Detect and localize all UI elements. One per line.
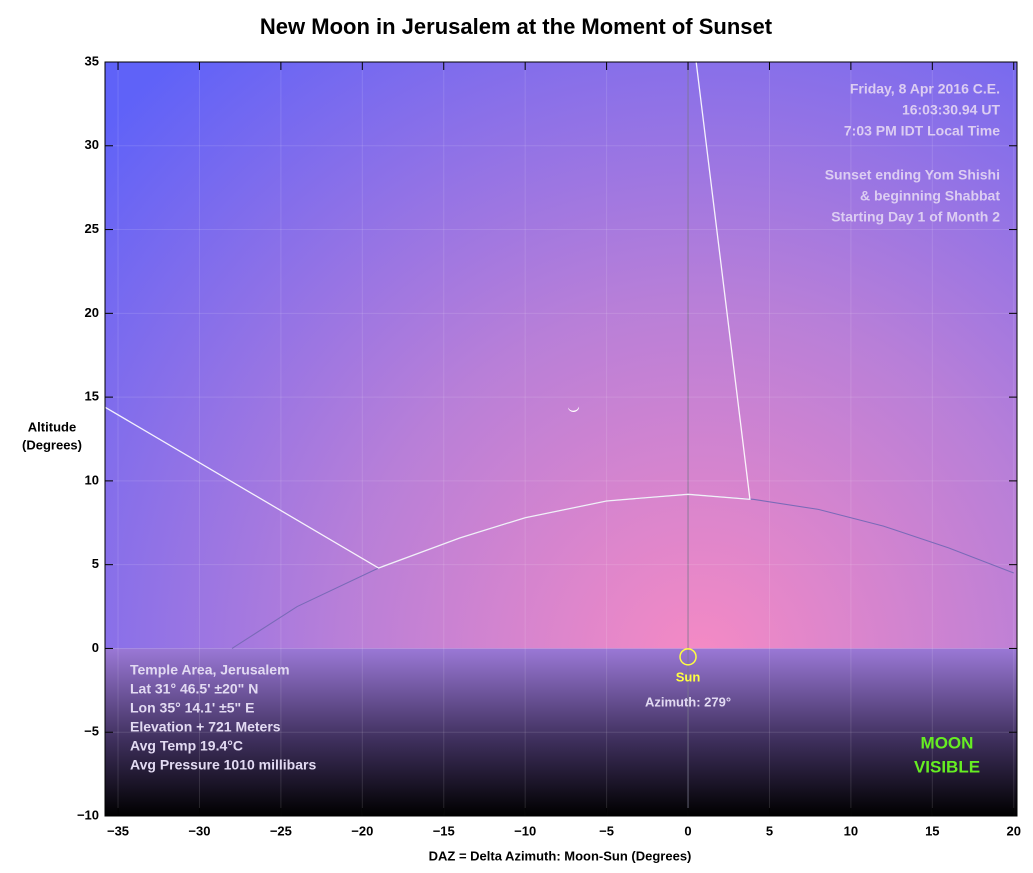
x-tick-label: 5 — [766, 823, 773, 838]
y-tick-label: −5 — [84, 724, 99, 739]
y-tick-label: 5 — [92, 556, 99, 571]
location-text: Avg Temp 19.4°C — [130, 738, 243, 754]
y-tick-label: 15 — [85, 389, 99, 404]
sky — [105, 62, 1017, 648]
x-tick-label: −5 — [599, 823, 614, 838]
y-tick-label: 0 — [92, 640, 99, 655]
y-tick-label: 25 — [85, 221, 99, 236]
azimuth-text: Azimuth: 279° — [645, 694, 731, 709]
y-axis-label: (Degrees) — [22, 437, 82, 452]
x-tick-label: 15 — [925, 823, 939, 838]
location-text: Temple Area, Jerusalem — [130, 662, 290, 678]
info-text: Sunset ending Yom Shishi — [825, 167, 1000, 183]
x-tick-label: −20 — [351, 823, 373, 838]
x-tick-label: −15 — [433, 823, 455, 838]
x-tick-label: −25 — [270, 823, 292, 838]
y-tick-label: 35 — [85, 53, 99, 68]
location-text: Elevation + 721 Meters — [130, 719, 281, 735]
chart: New Moon in Jerusalem at the Moment of S… — [0, 0, 1033, 868]
x-tick-label: 10 — [844, 823, 858, 838]
info-text: 7:03 PM IDT Local Time — [844, 123, 1000, 139]
verdict: MOON — [921, 733, 974, 752]
info-text: & beginning Shabbat — [860, 188, 1000, 204]
x-tick-label: −35 — [107, 823, 129, 838]
x-tick-label: −30 — [188, 823, 210, 838]
info-text: Friday, 8 Apr 2016 C.E. — [850, 81, 1000, 97]
sun-label: Sun — [676, 669, 701, 684]
verdict: VISIBLE — [914, 757, 980, 776]
info-text: Starting Day 1 of Month 2 — [831, 209, 1000, 225]
y-tick-label: 30 — [85, 137, 99, 152]
location-text: Avg Pressure 1010 millibars — [130, 757, 316, 773]
location-text: Lon 35° 14.1' ±5" E — [130, 700, 254, 716]
y-tick-label: 10 — [85, 472, 99, 487]
chart-title: New Moon in Jerusalem at the Moment of S… — [260, 14, 773, 39]
y-axis-label: Altitude — [28, 419, 76, 434]
location-text: Lat 31° 46.5' ±20" N — [130, 681, 258, 697]
y-tick-label: 20 — [85, 305, 99, 320]
y-tick-label: −10 — [77, 807, 99, 822]
x-axis-label: DAZ = Delta Azimuth: Moon-Sun (Degrees) — [429, 848, 692, 863]
x-tick-label: −10 — [514, 823, 536, 838]
x-tick-label: 0 — [684, 823, 691, 838]
x-tick-label: 20 — [1007, 823, 1021, 838]
info-text: 16:03:30.94 UT — [902, 102, 1001, 118]
